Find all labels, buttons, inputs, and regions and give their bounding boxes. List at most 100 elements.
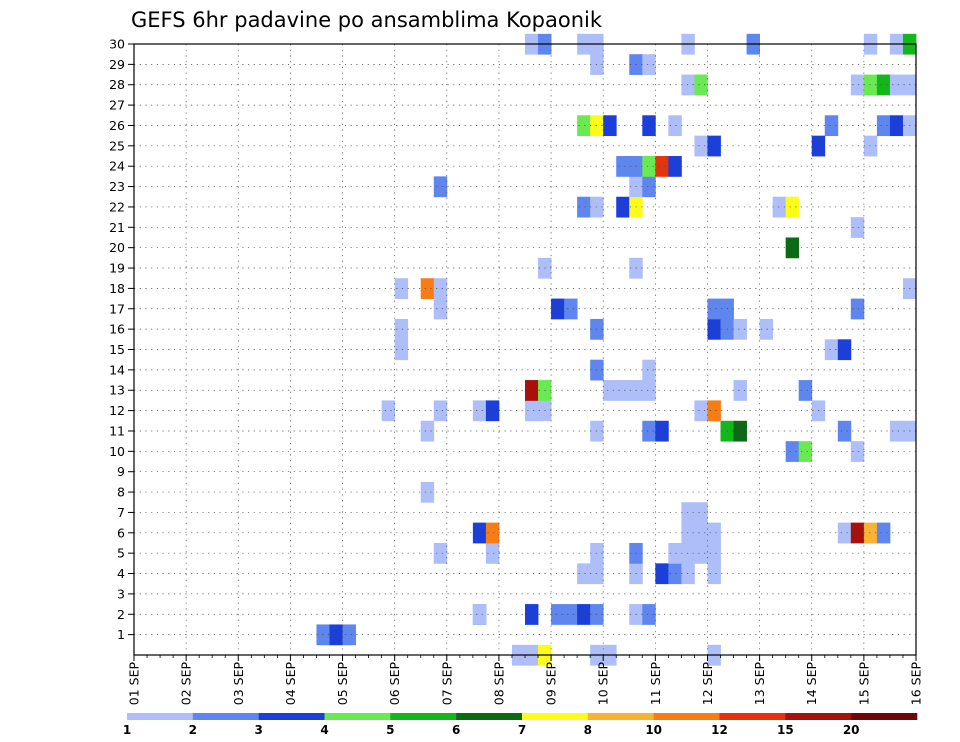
- heatmap-cell: [577, 604, 591, 625]
- y-tick-label: 8: [117, 485, 125, 500]
- heatmap-cell: [433, 278, 448, 299]
- heatmap-cell: [642, 420, 656, 442]
- heatmap-cell: [681, 563, 695, 585]
- y-tick-label: 19: [109, 261, 125, 276]
- colorbar-label: 2: [189, 723, 197, 737]
- x-tick-label: 04 SEP: [283, 662, 298, 706]
- heatmap-cell: [863, 74, 878, 96]
- heatmap-cell: [603, 115, 617, 137]
- heatmap-cell: [837, 339, 852, 361]
- heatmap-cell: [863, 522, 878, 544]
- heatmap-cell: [642, 604, 656, 625]
- heatmap-cell: [837, 420, 852, 442]
- heatmap-cell: [798, 380, 813, 401]
- heatmap-cell: [342, 624, 356, 646]
- heatmap-cell: [433, 400, 448, 422]
- y-tick-label: 3: [117, 586, 125, 601]
- heatmap-cell: [616, 380, 630, 401]
- heatmap-cell: [394, 339, 409, 361]
- heatmap-cell: [694, 400, 708, 422]
- heatmap-cell: [707, 522, 721, 544]
- heatmap-cell: [681, 74, 695, 96]
- heatmap-cell: [785, 237, 800, 259]
- y-tick-label: 23: [109, 179, 125, 194]
- x-tick-label: 05 SEP: [335, 662, 350, 706]
- colorbar: 1 2 3 4 5 6 7 8 10 12 15 20: [123, 713, 918, 737]
- heatmap-cell: [668, 115, 682, 137]
- x-tick-label: 11 SEP: [648, 662, 663, 706]
- colorbar-label: 8: [584, 723, 592, 737]
- heatmap-cell: [876, 115, 891, 137]
- heatmap-cell: [694, 135, 708, 157]
- y-tick-label: 4: [117, 566, 125, 581]
- heatmap-cell: [889, 420, 904, 442]
- heatmap-cell: [577, 563, 591, 585]
- grid-layer: [134, 44, 917, 655]
- y-tick-label: 5: [117, 546, 125, 561]
- heatmap-cell: [707, 563, 721, 585]
- heatmap-cell: [694, 522, 708, 544]
- heatmap-cell: [733, 420, 747, 442]
- heatmap-cell: [616, 156, 630, 177]
- heatmap-cell: [577, 196, 591, 218]
- y-tick-label: 25: [109, 138, 125, 153]
- colorbar-label: 7: [518, 723, 526, 737]
- heatmap-cell: [472, 400, 487, 422]
- x-tick-label: 02 SEP: [179, 662, 194, 706]
- y-tick-label: 13: [109, 383, 125, 398]
- heatmap-cell: [616, 196, 630, 218]
- colorbar-swatch: [324, 713, 391, 720]
- colorbar-swatch: [587, 713, 654, 720]
- heatmap-cell: [642, 380, 656, 401]
- heatmap-cell: [642, 359, 656, 381]
- y-tick-label: 14: [109, 362, 125, 377]
- y-tick-label: 2: [117, 607, 125, 622]
- y-tick-label: 29: [109, 57, 125, 72]
- colorbar-swatch: [653, 713, 720, 720]
- y-tick-label: 11: [109, 423, 125, 438]
- heatmap-cell: [472, 604, 487, 625]
- heatmap-cell: [564, 604, 578, 625]
- colorbar-label: 15: [777, 723, 794, 737]
- heatmap-cell: [485, 400, 500, 422]
- y-tick-label: 7: [117, 505, 125, 520]
- y-tick-label: 10: [109, 444, 125, 459]
- x-tick-label: 09 SEP: [544, 662, 559, 706]
- heatmap-cell: [525, 380, 539, 401]
- colorbar-label: 5: [386, 723, 394, 737]
- x-tick-label: 07 SEP: [439, 662, 454, 706]
- heatmap-cell: [603, 380, 617, 401]
- heatmap-cell: [837, 522, 852, 544]
- heatmap-cell: [824, 339, 839, 361]
- heatmap-cell: [707, 318, 721, 340]
- plot-frame: [133, 43, 917, 656]
- colorbar-label: 6: [452, 723, 460, 737]
- colorbar-label: 3: [254, 723, 262, 737]
- y-tick-label: 6: [117, 525, 125, 540]
- heatmap-cell: [694, 502, 708, 524]
- heatmap-cell: [642, 54, 656, 75]
- x-tick-label: 03 SEP: [231, 662, 246, 706]
- colorbar-swatch: [851, 713, 918, 720]
- heatmap-cell: [707, 400, 721, 422]
- heatmap-cell: [394, 318, 409, 340]
- x-tick-label: 06 SEP: [387, 662, 402, 706]
- colorbar-label: 10: [645, 723, 662, 737]
- heatmap-cell: [381, 400, 396, 422]
- x-tick-label: 14 SEP: [804, 662, 819, 706]
- y-tick-label: 28: [109, 77, 125, 92]
- colorbar-swatch: [258, 713, 325, 720]
- y-axis: 1234567891011121314151617181920212223242…: [109, 37, 134, 642]
- heatmap-cell: [485, 522, 500, 544]
- heatmap-cell: [876, 522, 891, 544]
- y-tick-label: 21: [109, 220, 125, 235]
- heatmap-cell: [485, 542, 500, 564]
- heatmap-cell: [420, 278, 435, 299]
- heatmap-cell: [551, 298, 565, 320]
- colorbar-label: 1: [123, 723, 131, 737]
- heatmap-cell: [889, 115, 904, 137]
- x-tick-label: 15 SEP: [856, 662, 871, 706]
- heatmap-cell: [850, 74, 865, 96]
- y-tick-label: 22: [109, 199, 125, 214]
- y-tick-label: 24: [109, 159, 125, 174]
